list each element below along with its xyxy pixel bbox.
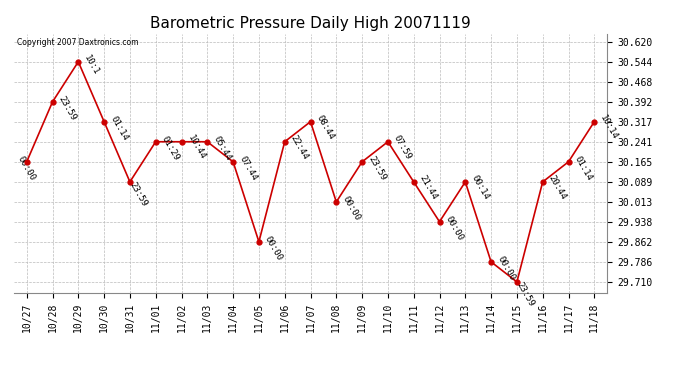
Text: 07:59: 07:59	[392, 133, 413, 161]
Text: 00:00: 00:00	[263, 234, 284, 262]
Text: 00:00: 00:00	[444, 214, 465, 242]
Text: 20:44: 20:44	[547, 173, 568, 201]
Text: 01:14: 01:14	[108, 114, 130, 142]
Text: 08:44: 08:44	[315, 113, 336, 141]
Text: 23:59: 23:59	[514, 280, 535, 308]
Title: Barometric Pressure Daily High 20071119: Barometric Pressure Daily High 20071119	[150, 16, 471, 31]
Text: 05:44: 05:44	[211, 135, 233, 162]
Text: 00:00: 00:00	[340, 195, 362, 222]
Text: 10:44: 10:44	[186, 133, 207, 161]
Text: 00:00: 00:00	[16, 154, 37, 182]
Text: 07:44: 07:44	[237, 154, 259, 182]
Text: 10:14: 10:14	[598, 113, 620, 141]
Text: 21:44: 21:44	[418, 173, 439, 201]
Text: 10:1: 10:1	[83, 53, 101, 76]
Text: 01:29: 01:29	[160, 135, 181, 162]
Text: 00:14: 00:14	[469, 173, 491, 201]
Text: 01:14: 01:14	[573, 154, 594, 182]
Text: 23:59: 23:59	[57, 94, 78, 122]
Text: 23:59: 23:59	[366, 154, 388, 182]
Text: 23:59: 23:59	[127, 180, 148, 208]
Text: Copyright 2007 Daxtronics.com: Copyright 2007 Daxtronics.com	[17, 38, 138, 46]
Text: 22:44: 22:44	[289, 133, 310, 161]
Text: 00:00: 00:00	[495, 255, 517, 282]
